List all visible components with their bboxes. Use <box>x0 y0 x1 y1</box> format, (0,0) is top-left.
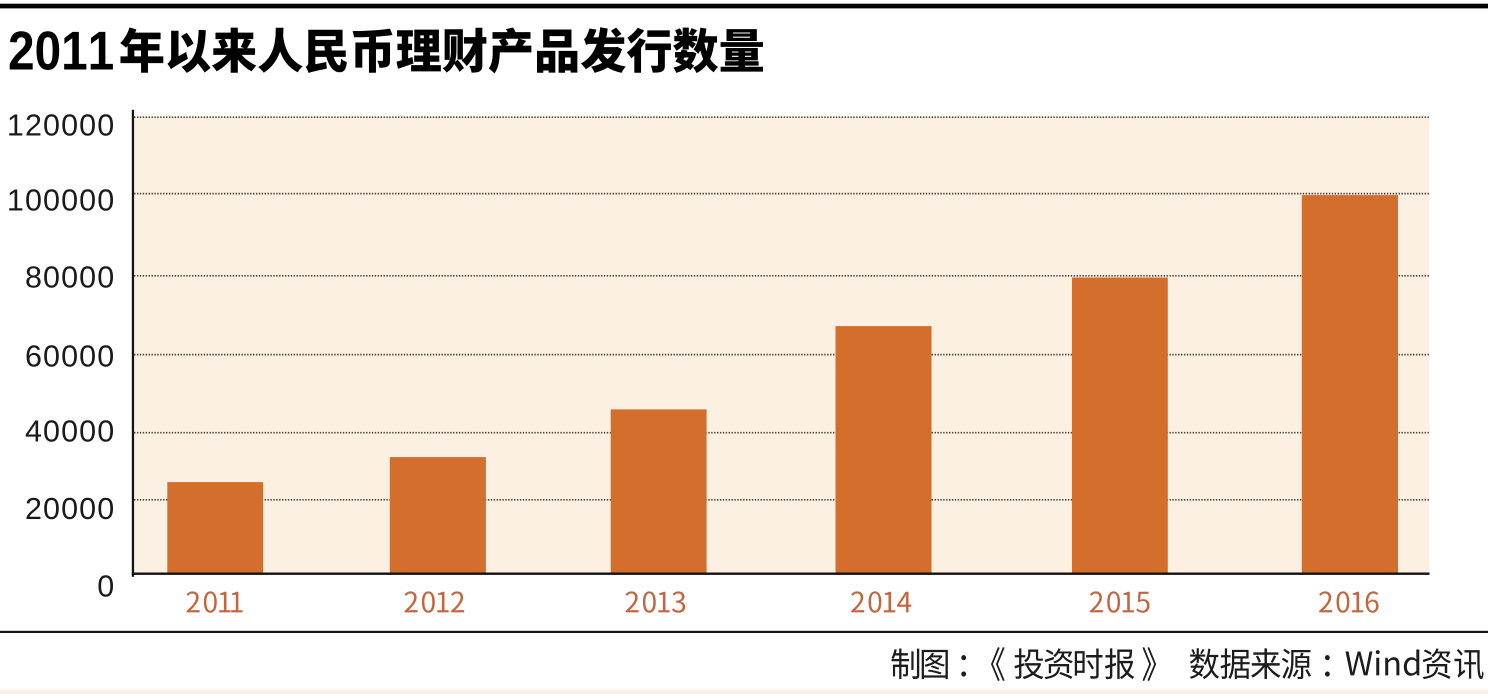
svg-text:0: 0 <box>97 570 115 604</box>
svg-text:40000: 40000 <box>25 415 115 449</box>
svg-text:60000: 60000 <box>25 340 115 374</box>
svg-text:80000: 80000 <box>25 260 115 294</box>
svg-text:20000: 20000 <box>25 492 115 526</box>
svg-text:100000: 100000 <box>7 184 115 218</box>
svg-text:120000: 120000 <box>7 109 115 143</box>
